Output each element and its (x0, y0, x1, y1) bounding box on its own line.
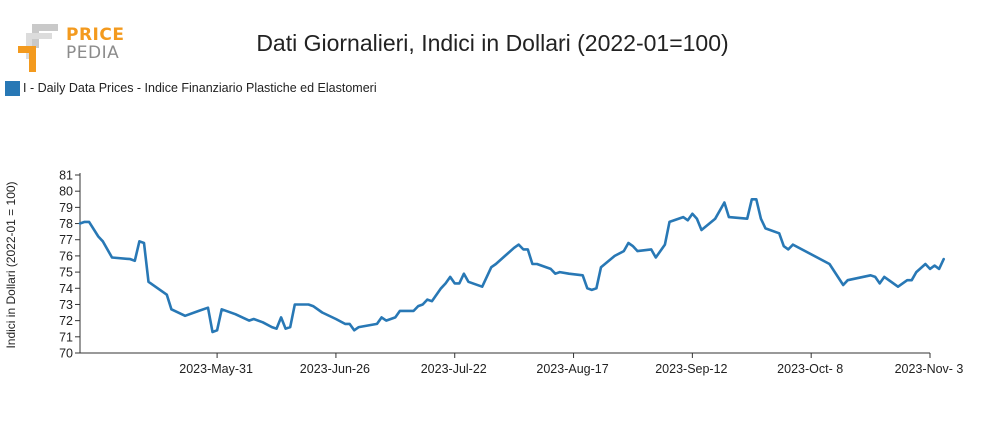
x-tick-label: 2023-Oct- 8 (777, 362, 843, 376)
y-tick-label: 81 (59, 169, 73, 183)
y-tick-label: 79 (59, 201, 73, 215)
y-tick-label: 80 (59, 185, 73, 199)
x-axis: 2023-May-31 2023-Jun-26 2023-Jul-22 2023-Au… (80, 352, 964, 376)
logo-word-price: PRICE (66, 25, 125, 45)
series-line (78, 198, 946, 334)
legend-swatch (5, 80, 20, 96)
y-tick-label: 74 (59, 282, 73, 296)
y-tick-label: 73 (59, 298, 73, 312)
chart-title: Dati Giornalieri, Indici in Dollari (202… (256, 30, 729, 56)
x-tick-label: 2023-Aug-17 (536, 362, 608, 376)
chart-legend[interactable]: I - Daily Data Prices - Indice Finanziar… (5, 80, 377, 96)
x-tick-label: 2023-May-31 (179, 362, 253, 376)
y-axis-title: Indici in Dollari (2022-01 = 100) (4, 181, 18, 348)
y-tick-label: 77 (59, 233, 73, 247)
y-tick-label: 71 (59, 330, 73, 344)
y-axis: 70 71 72 73 74 75 76 77 78 79 80 81 (59, 169, 81, 361)
x-tick-label: 2023-Sep-12 (655, 362, 727, 376)
y-tick-label: 75 (59, 266, 73, 280)
y-tick-label: 72 (59, 314, 73, 328)
plot-area (78, 198, 946, 334)
x-tick-label: 2023-Jun-26 (300, 362, 370, 376)
pricepedia-logo-mark (18, 24, 58, 72)
x-tick-label: 2023-Jul-22 (421, 362, 487, 376)
y-tick-label: 78 (59, 217, 73, 231)
legend-label: I - Daily Data Prices - Indice Finanziar… (23, 81, 377, 95)
pricepedia-logo: PRICE PEDIA (18, 24, 128, 74)
y-tick-label: 70 (59, 347, 73, 361)
y-tick-label: 76 (59, 249, 73, 263)
x-tick-label: 2023-Nov- 3 (895, 362, 964, 376)
logo-word-pedia: PEDIA (66, 43, 120, 63)
